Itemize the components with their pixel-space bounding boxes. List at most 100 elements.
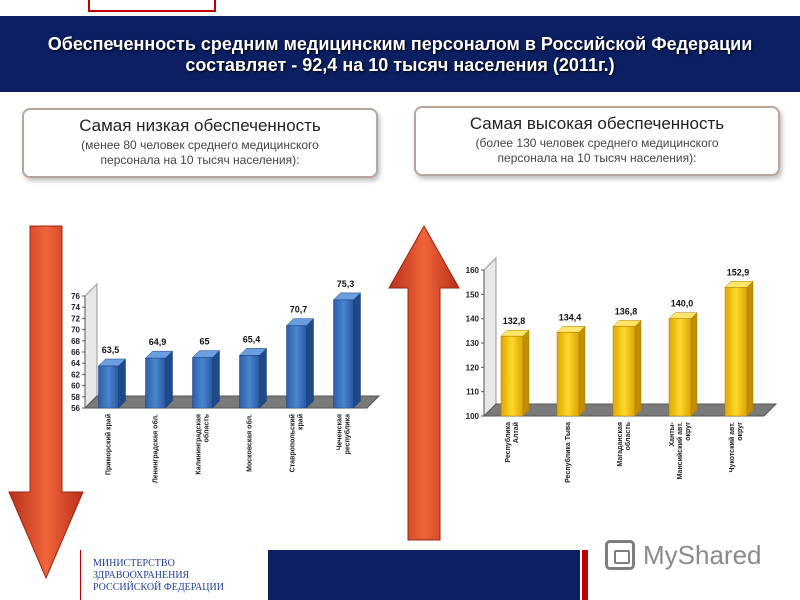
ministry-logo-text: МИНИСТЕРСТВО ЗДРАВООХРАНЕНИЯ РОССИЙСКОЙ …	[80, 550, 260, 600]
lowest-supply-sub1: (менее 80 человек среднего медицинского	[81, 138, 319, 152]
high-chart-bar-side	[578, 325, 586, 417]
low-chart-category-label: Приморский край	[105, 414, 113, 475]
footer-accent	[582, 550, 588, 600]
low-chart-data-label: 63,5	[102, 345, 120, 355]
high-chart-category-label-line: Чукотский авт.	[728, 422, 736, 473]
high-chart-category-label-line: Ханты-	[669, 421, 676, 446]
low-chart-bar	[239, 355, 260, 409]
low-chart-bar	[286, 325, 307, 409]
low-chart-category-label-line: Калининградская	[196, 414, 203, 475]
highest-supply-sub1: (более 130 человек среднего медицинского	[475, 136, 719, 150]
top-decoration-box	[88, 0, 216, 12]
high-chart-category-label-line: Республика	[504, 422, 512, 463]
low-chart-category-label-line: область	[203, 413, 211, 442]
low-chart-category-label-line: Московская обл.	[246, 414, 254, 472]
low-chart-bar	[145, 357, 166, 409]
low-chart-side-wall	[84, 282, 98, 410]
high-chart-category-label-line: округ	[685, 422, 692, 441]
high-chart-y-tick-label: 160	[466, 266, 480, 275]
low-chart-category-label-line: край	[297, 414, 305, 430]
low-chart-y-tick-label: 60	[71, 382, 80, 391]
low-chart-y-tick-label: 64	[71, 359, 80, 368]
high-chart-data-label: 134,4	[559, 312, 582, 322]
low-chart-category-label: Чеченскаяреспублика	[337, 414, 352, 454]
low-chart-y-tick-label: 72	[71, 314, 80, 323]
low-chart-category-label: Ленинградская обл.	[152, 414, 160, 483]
high-chart-bar	[724, 287, 748, 417]
low-chart-data-label: 75,3	[337, 279, 355, 289]
high-chart-category-label-line: округ	[737, 422, 744, 441]
down-arrow-icon	[8, 225, 84, 580]
lowest-supply-chart: 56 58 60 62 64 66 68 70 72 74 76 63,5 Приморский кра…	[71, 279, 381, 483]
page-title-line2: составляет - 92,4 на 10 тысяч населения …	[185, 55, 615, 75]
low-chart-category-label-line: республика	[344, 414, 352, 454]
low-chart-y-tick-label: 56	[71, 404, 80, 413]
high-chart-bar-side	[634, 319, 642, 417]
lowest-supply-sub2: персонала на 10 тысяч населения):	[100, 153, 300, 167]
low-chart-y-tick-label: 76	[71, 292, 80, 301]
low-chart-category-label-line: Приморский край	[105, 414, 113, 475]
high-chart-y-tick-label: 120	[466, 363, 480, 372]
low-chart-data-label: 70,7	[290, 305, 308, 315]
high-chart-data-label: 152,9	[727, 267, 750, 277]
low-chart-category-label-line: Ставропольский	[289, 414, 297, 472]
low-chart-bar-side	[212, 349, 220, 409]
high-chart-category-label: Чукотский авт.округ	[728, 422, 744, 473]
high-chart-data-label: 132,8	[503, 316, 526, 326]
high-chart-category-label-line: Магаданская	[617, 422, 624, 467]
low-chart-bar-side	[306, 318, 314, 409]
high-chart-y-tick-label: 110	[466, 388, 479, 397]
highest-supply-chart: 100 110 120 130 140 150 160 132,8 РеспубликаАлта…	[466, 256, 778, 483]
low-chart-bar	[98, 365, 119, 409]
low-chart-category-label: Ставропольскийкрай	[289, 414, 305, 472]
low-chart-bar	[333, 299, 354, 409]
low-chart-data-label: 65,4	[243, 334, 261, 344]
high-chart-y-tick-label: 130	[466, 339, 480, 348]
high-chart-bar	[612, 326, 636, 417]
footer-bar	[268, 550, 580, 600]
high-chart-category-label: РеспубликаАлтай	[504, 422, 520, 463]
low-chart-y-tick-label: 74	[71, 303, 80, 312]
highest-supply-heading: Самая высокая обеспеченность	[469, 114, 725, 133]
lowest-supply-heading: Самая низкая обеспеченность	[79, 116, 321, 135]
ministry-line3: РОССИЙСКОЙ ФЕДЕРАЦИИ	[93, 582, 224, 593]
low-chart-category-label: Калининградскаяобласть	[196, 413, 211, 474]
ministry-line2: ЗДРАВООХРАНЕНИЯ	[93, 570, 190, 581]
high-chart-category-label: Ханты-Мансийский авт.округ	[669, 421, 692, 479]
highest-supply-box: Самая высокая обеспеченность (более 130 …	[414, 106, 780, 176]
high-chart-y-tick-label: 150	[466, 290, 480, 299]
high-chart-category-label: Магаданскаяобласть	[617, 421, 632, 466]
high-chart-bar-side	[746, 280, 754, 417]
low-chart-bar-side	[353, 292, 361, 409]
high-chart-bar-side	[690, 312, 698, 417]
title-banner: Обеспеченность средним медицинским персо…	[0, 16, 800, 92]
ministry-line1: МИНИСТЕРСТВО	[93, 558, 175, 569]
high-chart-data-label: 136,8	[615, 306, 638, 316]
watermark: MyShared	[605, 538, 795, 574]
up-arrow-icon	[388, 224, 460, 541]
high-chart-data-label: 140,0	[671, 299, 694, 309]
high-chart-y-tick-label: 140	[466, 315, 480, 324]
high-chart-y-tick-label: 100	[466, 412, 480, 421]
low-chart-y-tick-label: 68	[71, 337, 80, 346]
high-chart-bar-side	[522, 329, 530, 417]
page-title-line1: Обеспеченность средним медицинским персо…	[47, 34, 753, 54]
high-chart-bar	[668, 318, 692, 417]
lowest-supply-box: Самая низкая обеспеченность (менее 80 че…	[22, 108, 378, 178]
low-chart-y-tick-label: 62	[71, 370, 80, 379]
highest-supply-sub2: персонала на 10 тысяч населения):	[497, 151, 697, 165]
high-chart-category-label-line: Мансийский авт.	[676, 422, 684, 479]
high-chart-bar	[556, 332, 580, 417]
low-chart-bar-side	[165, 350, 173, 409]
presentation-icon	[605, 540, 635, 570]
high-chart-bar	[500, 335, 524, 417]
high-chart-side-wall	[483, 256, 497, 418]
low-chart-category-label-line: Ленинградская обл.	[152, 414, 160, 483]
low-chart-bar-side	[118, 358, 126, 409]
high-chart-category-label-line: Алтай	[512, 422, 520, 443]
low-chart-y-tick-label: 58	[71, 393, 80, 402]
low-chart-y-tick-label: 70	[71, 326, 80, 335]
low-chart-data-label: 65	[199, 337, 209, 347]
low-chart-bar-side	[259, 347, 267, 409]
